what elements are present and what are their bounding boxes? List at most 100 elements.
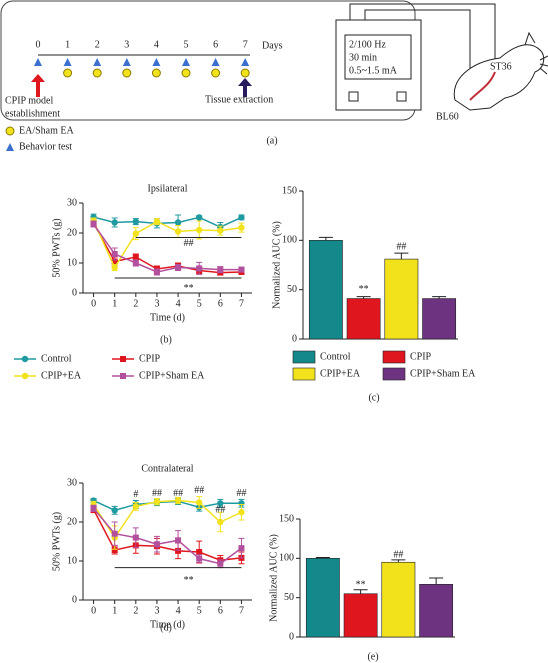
y-axis-label: Normalized AUC (%) (268, 534, 279, 622)
panel-label: (a) (266, 135, 277, 146)
data-point (90, 505, 97, 512)
y-tick-label: 100 (279, 553, 294, 564)
legend-label: CPIP+EA (320, 368, 361, 379)
annotation: ** (184, 575, 194, 586)
data-point (196, 265, 203, 272)
day-label: 1 (65, 39, 70, 50)
bar (305, 558, 340, 638)
y-tick-label: 20 (67, 227, 77, 238)
legend-label: Control (41, 353, 72, 364)
data-point (111, 219, 118, 226)
legend-marker (21, 372, 29, 380)
legend-swatch (292, 350, 316, 364)
knob (396, 91, 407, 102)
stimulator-screen (344, 34, 412, 80)
data-point (111, 258, 118, 265)
data-point (132, 218, 140, 225)
y-tick-label: 10 (67, 257, 77, 268)
data-point (153, 498, 161, 505)
series-line (92, 507, 242, 565)
behavior-test (93, 58, 102, 66)
day-label: 2 (95, 39, 100, 50)
x-tick-label: 1 (112, 605, 117, 616)
day-label: 5 (184, 39, 189, 50)
x-tick-label: 3 (154, 605, 159, 616)
device-setting: 2/100 Hz (349, 39, 387, 50)
x-tick-label: 4 (176, 298, 181, 309)
data-point (217, 227, 224, 234)
data-point (175, 547, 182, 554)
series-line (93, 499, 242, 512)
y-tick-label: 0 (72, 594, 77, 605)
data-point (132, 534, 139, 541)
device-setting: 30 min (349, 52, 377, 63)
ea-session (240, 68, 250, 78)
y-tick-label: 20 (67, 516, 77, 527)
needle (469, 71, 496, 101)
data-point (132, 230, 140, 237)
x-tick-label: 0 (91, 298, 96, 309)
x-tick-label: 2 (133, 605, 138, 616)
data-point (111, 251, 118, 257)
data-point (132, 260, 139, 266)
x-tick-label: 6 (218, 298, 223, 309)
bar (419, 583, 454, 638)
legend-marker (21, 355, 29, 363)
ea-session (63, 68, 73, 78)
wire (349, 3, 496, 70)
error-bar (356, 296, 371, 299)
wire (364, 9, 471, 85)
annotation: ## (215, 505, 225, 516)
data-point (90, 221, 97, 227)
annotation: ** (359, 284, 369, 295)
bar (422, 298, 457, 340)
day-label: 3 (124, 39, 129, 50)
chart-title: Contralateral (141, 463, 193, 474)
series-line (92, 220, 242, 270)
y-axis-label: Normalized AUC (%) (271, 221, 282, 309)
legend-label: CPIP+EA (41, 370, 82, 381)
data-point (175, 537, 182, 544)
y-tick-label: 0 (72, 287, 77, 298)
y-tick-label: 100 (282, 235, 297, 246)
error-bar (318, 236, 333, 241)
x-tick-label: 4 (176, 605, 181, 616)
error-bar (353, 589, 368, 594)
rat (453, 44, 545, 111)
annotation: ## (236, 488, 246, 499)
error-bar (432, 296, 447, 299)
y-tick-label: 0 (292, 333, 297, 344)
bar (381, 561, 416, 638)
data-point (174, 497, 182, 504)
data-point (238, 224, 245, 231)
legend-swatch (382, 350, 406, 364)
rat-detail (524, 31, 548, 75)
data-point (217, 266, 224, 273)
annotation: ## (396, 242, 406, 253)
data-point (195, 214, 203, 221)
bar (343, 593, 378, 638)
legend-marker (120, 356, 126, 362)
legend-triangle (6, 143, 14, 151)
ea-session (122, 68, 132, 78)
data-point (195, 226, 203, 234)
x-tick-label: 3 (154, 298, 159, 309)
timeline-legend: Behavior test (19, 141, 72, 152)
data-point (132, 503, 140, 510)
error-bar (394, 252, 409, 260)
series-line (93, 216, 242, 228)
start-label: CPIP model (5, 95, 53, 106)
annotation: ** (356, 579, 366, 590)
data-point (238, 266, 245, 273)
knob (348, 91, 359, 102)
data-point (238, 214, 245, 221)
start-arrow-head (31, 74, 45, 82)
annotation: # (133, 489, 138, 500)
timeline-unit: Days (262, 40, 283, 51)
panel-label: (e) (367, 651, 378, 662)
series-line (92, 499, 242, 539)
behavior-test (122, 58, 131, 66)
data-point (174, 228, 182, 235)
data-point (153, 269, 160, 275)
